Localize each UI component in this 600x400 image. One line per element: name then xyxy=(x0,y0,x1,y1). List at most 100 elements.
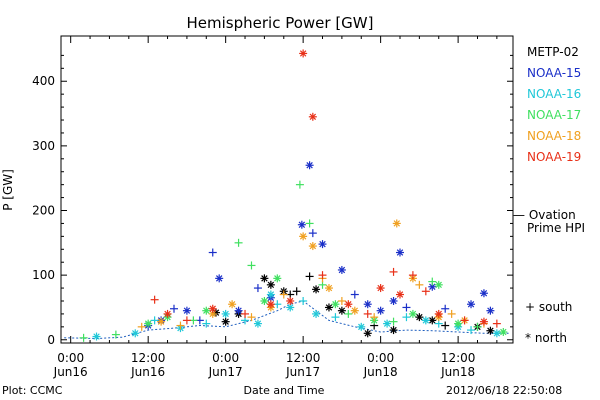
data-point-north xyxy=(308,242,317,251)
data-point-north xyxy=(266,290,275,299)
chart-title: Hemispheric Power [GW] xyxy=(187,14,374,32)
data-point-north xyxy=(363,329,372,338)
data-point-south xyxy=(370,313,379,322)
data-point-south xyxy=(182,316,191,325)
data-point-north xyxy=(221,309,230,318)
footer-timestamp: 2012/06/18 22:50:08 xyxy=(446,384,562,397)
y-tick-label: 200 xyxy=(32,204,55,218)
data-point-north xyxy=(467,300,476,309)
data-point-north xyxy=(392,219,401,228)
x-tick-date: Jun16 xyxy=(130,365,165,379)
ovation-line xyxy=(64,300,510,340)
data-point-north xyxy=(157,317,166,326)
data-point-north xyxy=(383,319,392,328)
y-axis: 0 100 200 300 400 xyxy=(32,54,513,347)
data-point-south xyxy=(421,287,430,296)
data-point-south xyxy=(402,313,411,322)
y-tick-label: 100 xyxy=(32,268,55,282)
data-point-north xyxy=(344,300,353,309)
x-tick-label: 0:00 xyxy=(57,351,84,365)
data-point-north xyxy=(376,284,385,293)
data-point-south xyxy=(318,271,327,280)
data-point-south xyxy=(467,326,476,335)
data-point-south xyxy=(253,284,262,293)
data-point-south xyxy=(299,296,308,305)
data-point-south xyxy=(389,317,398,326)
series-noaa-19 xyxy=(150,49,501,328)
data-point-north xyxy=(260,296,269,305)
data-point-south xyxy=(247,313,256,322)
legend-entry-metp-02: METP-02 xyxy=(527,45,579,59)
data-point-south xyxy=(350,290,359,299)
data-point-south xyxy=(415,280,424,289)
data-point-south xyxy=(447,309,456,318)
data-point-north xyxy=(479,317,488,326)
data-point-south xyxy=(279,290,288,299)
data-point-south xyxy=(363,309,372,318)
data-point-north xyxy=(182,306,191,315)
data-point-north xyxy=(202,306,211,315)
data-point-south xyxy=(305,272,314,281)
data-point-south xyxy=(150,316,159,325)
data-point-north xyxy=(389,326,398,335)
x-tick-label: 12:00 xyxy=(131,351,166,365)
footer-source: Plot: CCMC xyxy=(2,384,63,397)
data-point-north xyxy=(305,161,314,170)
data-point-south xyxy=(241,309,250,318)
data-point-south xyxy=(308,229,317,238)
data-point-north xyxy=(357,322,366,331)
data-point-north xyxy=(253,319,262,328)
legend: METP-02 NOAA-15 NOAA-16 NOAA-17 NOAA-18 NOAA-… xyxy=(527,45,581,164)
x-axis-label: Date and Time xyxy=(244,384,325,397)
data-point-north xyxy=(415,313,424,322)
x-tick-label: 12:00 xyxy=(286,351,321,365)
y-tick-label: 400 xyxy=(32,74,55,88)
x-tick-date: Jun17 xyxy=(285,365,320,379)
data-point-south xyxy=(473,322,482,331)
data-point-south xyxy=(111,330,120,339)
x-tick-label: 0:00 xyxy=(367,351,394,365)
marker-key-south: + south xyxy=(525,300,572,314)
x-tick-date: Jun16 xyxy=(53,365,88,379)
data-point-north xyxy=(299,232,308,241)
y-tick-label: 300 xyxy=(32,139,55,153)
ovation-label-line1: — Ovation xyxy=(513,208,576,222)
data-point-north xyxy=(434,280,443,289)
data-point-south xyxy=(337,296,346,305)
data-point-south xyxy=(331,313,340,322)
data-point-north xyxy=(454,319,463,328)
data-point-north xyxy=(376,306,385,315)
data-point-north xyxy=(492,329,501,338)
x-tick-date: Jun18 xyxy=(440,365,475,379)
data-point-north xyxy=(286,296,295,305)
data-point-north xyxy=(308,112,317,121)
series-metp-02 xyxy=(211,272,495,338)
data-point-north xyxy=(324,284,333,293)
data-point-south xyxy=(137,322,146,331)
data-point-south xyxy=(202,319,211,328)
ovation-label-line2: Prime HPI xyxy=(527,221,585,235)
data-point-north xyxy=(260,274,269,283)
data-point-north xyxy=(499,328,508,337)
data-point-south xyxy=(389,267,398,276)
x-tick-label: 0:00 xyxy=(212,351,239,365)
data-point-south xyxy=(295,180,304,189)
data-point-north xyxy=(363,300,372,309)
data-point-north xyxy=(92,332,101,341)
data-point-north xyxy=(273,274,282,283)
data-point-north xyxy=(389,296,398,305)
data-point-north xyxy=(434,309,443,318)
data-point-north xyxy=(144,319,153,328)
data-point-north xyxy=(266,300,275,309)
legend-entry-noaa-15: NOAA-15 xyxy=(527,66,581,80)
plot-frame xyxy=(60,35,514,344)
data-point-north xyxy=(228,300,237,309)
data-point-north xyxy=(312,309,321,318)
series-noaa-15 xyxy=(144,161,495,330)
data-point-south xyxy=(176,321,185,330)
data-point-north xyxy=(337,306,346,315)
data-point-south xyxy=(208,248,217,257)
legend-entry-noaa-16: NOAA-16 xyxy=(527,87,581,101)
data-point-north xyxy=(297,220,306,229)
data-point-north xyxy=(318,240,327,249)
